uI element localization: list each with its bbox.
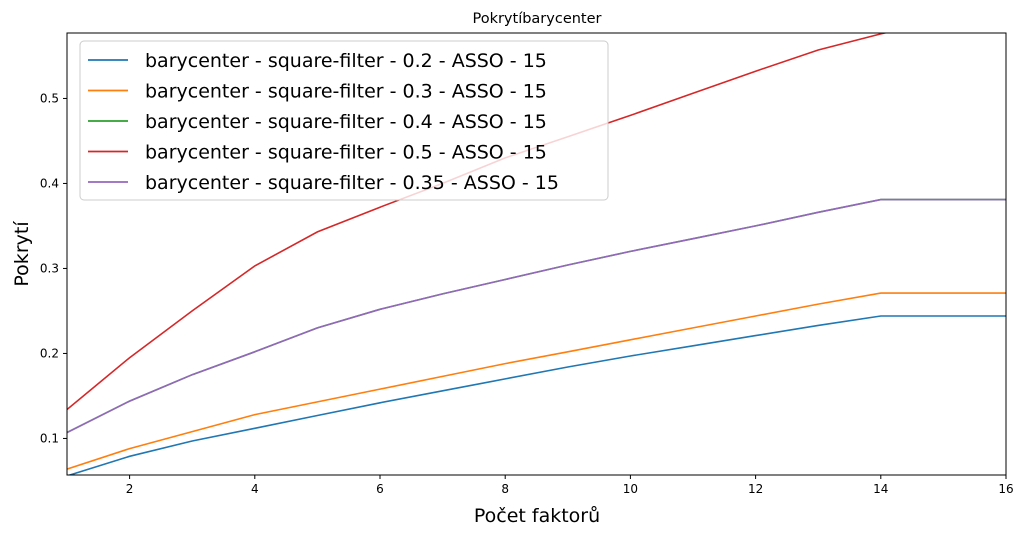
x-tick-label: 8 bbox=[501, 482, 509, 496]
x-tick-label: 16 bbox=[998, 482, 1013, 496]
x-tick-label: 6 bbox=[376, 482, 384, 496]
plot-frame bbox=[66, 32, 1007, 476]
legend-box bbox=[79, 40, 609, 201]
series-line-5 bbox=[67, 198, 1006, 434]
y-tick-label: 0.1 bbox=[40, 431, 59, 445]
x-tick-label: 2 bbox=[126, 482, 134, 496]
x-tick-label: 4 bbox=[251, 482, 259, 496]
series-line-3 bbox=[67, 198, 1006, 434]
legend: barycenter - square-filter - 0.2 - ASSO … bbox=[79, 40, 609, 201]
series-line-1 bbox=[67, 315, 1006, 475]
chart-title: Pokrytíbarycenter bbox=[472, 11, 601, 27]
legend-entry: barycenter - square-filter - 0.3 - ASSO … bbox=[145, 81, 547, 103]
y-tick-label: 0.2 bbox=[40, 346, 59, 360]
x-axis-label: Počet faktorů bbox=[474, 505, 600, 527]
legend-entry: barycenter - square-filter - 0.4 - ASSO … bbox=[145, 111, 547, 133]
plot-area: 2 4 6 8 10 12 14 16 0.1 0.2 0.3 0.4 0.5 bbox=[40, 32, 1014, 496]
series-lines bbox=[67, 33, 1006, 475]
y-axis-label: Pokrytí bbox=[11, 221, 33, 287]
legend-entry: barycenter - square-filter - 0.5 - ASSO … bbox=[145, 142, 547, 164]
legend-entry: barycenter - square-filter - 0.2 - ASSO … bbox=[145, 50, 547, 72]
x-tick-label: 10 bbox=[623, 482, 638, 496]
y-tick-label: 0.3 bbox=[40, 261, 59, 275]
x-tick-label: 12 bbox=[748, 482, 763, 496]
series-line-2 bbox=[67, 292, 1006, 470]
legend-entry: barycenter - square-filter - 0.35 - ASSO… bbox=[145, 172, 559, 194]
x-tick-label: 14 bbox=[873, 482, 888, 496]
y-tick-label: 0.4 bbox=[40, 176, 59, 190]
y-tick-label: 0.5 bbox=[40, 91, 59, 105]
